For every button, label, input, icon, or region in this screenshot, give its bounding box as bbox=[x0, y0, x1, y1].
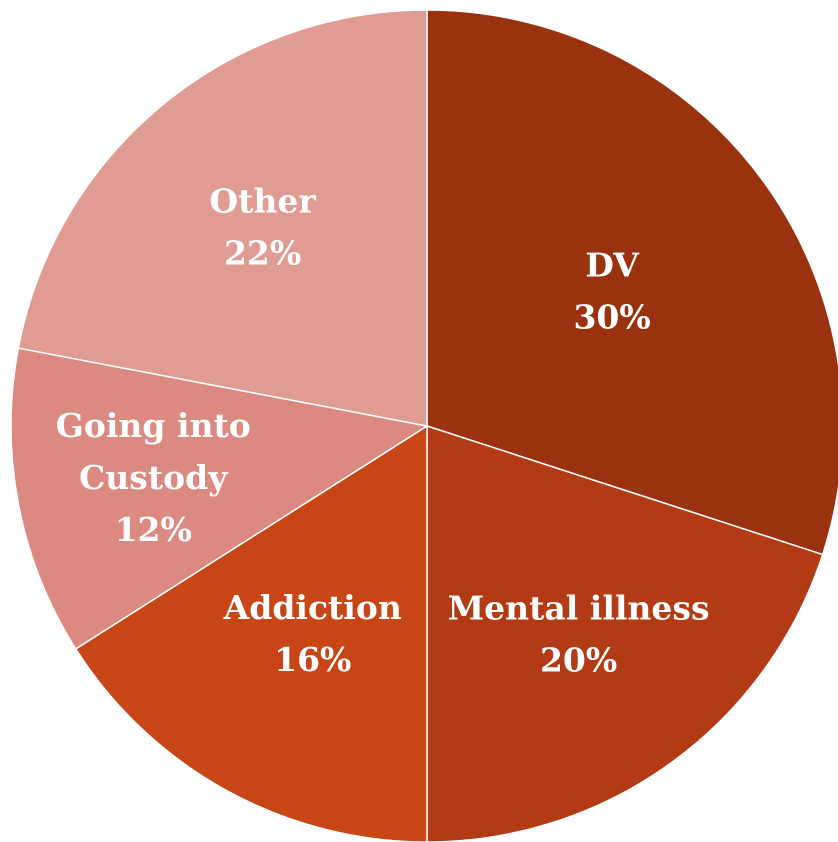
slice-label-other: Other 22% bbox=[209, 181, 316, 272]
pie-slice-dv bbox=[426, 9, 838, 556]
pie-slice-other bbox=[17, 9, 428, 427]
slice-percent-label: 30% bbox=[573, 298, 650, 337]
slice-percent-label: 20% bbox=[540, 641, 617, 680]
slice-percent-label: 16% bbox=[274, 640, 351, 679]
slice-category-label: Mental illness bbox=[448, 589, 710, 628]
slice-percent-label: 22% bbox=[224, 233, 301, 272]
slice-percent-label: 12% bbox=[115, 510, 192, 549]
slice-category-label: Going into bbox=[56, 406, 251, 445]
slice-category-label: Other bbox=[209, 181, 316, 220]
slice-label-addiction: Addiction 16% bbox=[223, 588, 402, 679]
slice-category-label: Custody bbox=[79, 458, 228, 497]
slice-category-label: Addiction bbox=[223, 588, 402, 627]
pie-slice-addiction bbox=[74, 424, 428, 842]
slice-label-mental-illness: Mental illness 20% bbox=[448, 589, 710, 680]
pie-slice-mental-illness bbox=[426, 424, 824, 842]
slice-label-going-into-custody: Going into Custody 12% bbox=[56, 406, 251, 549]
slice-label-dv: DV 30% bbox=[573, 246, 650, 337]
slice-category-label: DV bbox=[585, 246, 640, 285]
pie-slice-going-into-custody bbox=[10, 347, 430, 650]
